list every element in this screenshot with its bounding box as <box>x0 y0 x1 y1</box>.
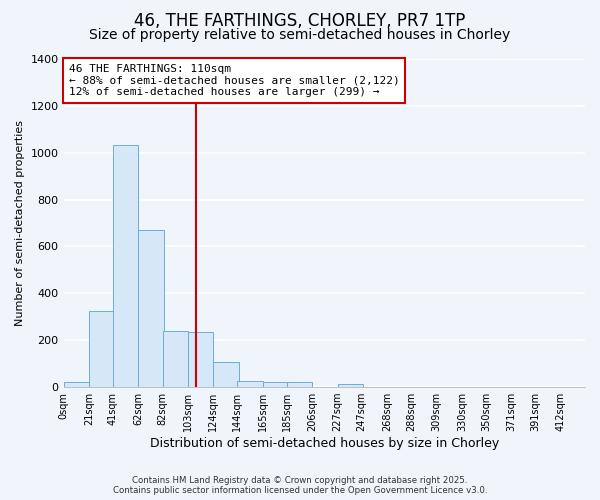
Text: Size of property relative to semi-detached houses in Chorley: Size of property relative to semi-detach… <box>89 28 511 42</box>
Bar <box>113 144 139 387</box>
Bar <box>287 382 312 387</box>
Bar <box>263 382 288 387</box>
Bar <box>338 384 363 387</box>
Bar <box>213 362 239 387</box>
Text: 46, THE FARTHINGS, CHORLEY, PR7 1TP: 46, THE FARTHINGS, CHORLEY, PR7 1TP <box>134 12 466 30</box>
Bar <box>89 311 114 387</box>
Bar <box>64 382 89 387</box>
Bar <box>188 332 213 387</box>
Text: Contains HM Land Registry data © Crown copyright and database right 2025.
Contai: Contains HM Land Registry data © Crown c… <box>113 476 487 495</box>
Y-axis label: Number of semi-detached properties: Number of semi-detached properties <box>15 120 25 326</box>
Text: 46 THE FARTHINGS: 110sqm
← 88% of semi-detached houses are smaller (2,122)
12% o: 46 THE FARTHINGS: 110sqm ← 88% of semi-d… <box>69 64 400 97</box>
Bar <box>238 380 263 387</box>
X-axis label: Distribution of semi-detached houses by size in Chorley: Distribution of semi-detached houses by … <box>149 437 499 450</box>
Bar <box>163 331 188 387</box>
Bar <box>139 230 164 387</box>
